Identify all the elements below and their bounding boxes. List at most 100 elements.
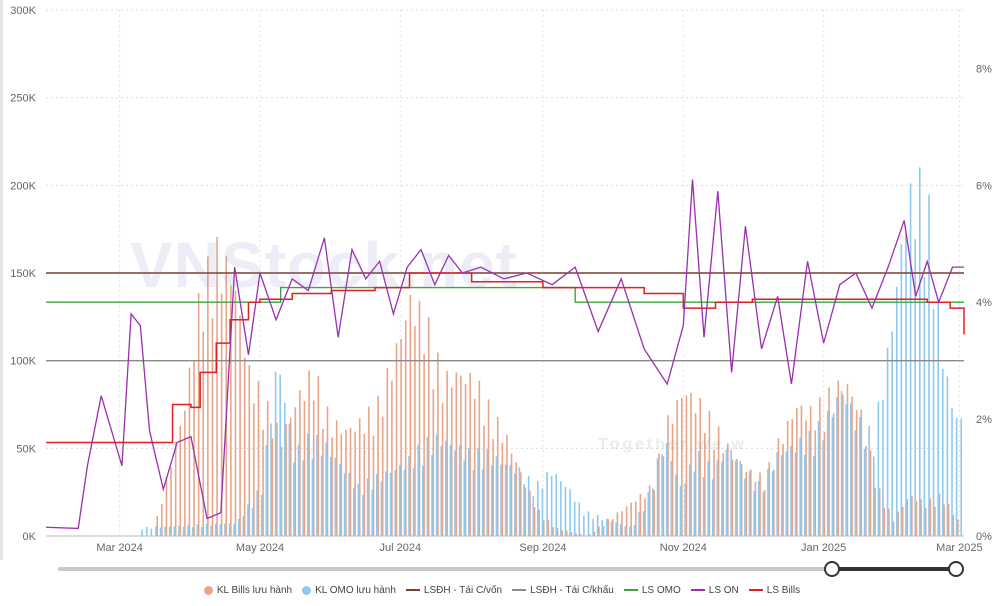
bills-volume-bar bbox=[634, 501, 637, 536]
bills-volume-bar bbox=[888, 508, 890, 536]
range-end-handle[interactable] bbox=[948, 561, 964, 577]
legend-item[interactable]: KL OMO lưu hành bbox=[302, 585, 396, 596]
omo-volume-bar bbox=[836, 396, 838, 536]
y-left-tick-label: 100K bbox=[10, 356, 36, 368]
legend-label: KL OMO lưu hành bbox=[315, 584, 396, 596]
bills-volume-bar bbox=[515, 462, 517, 536]
bills-volume-bar bbox=[667, 415, 669, 536]
omo-volume-bar bbox=[905, 232, 907, 536]
x-tick-label: Sep 2024 bbox=[519, 542, 566, 554]
omo-volume-bar bbox=[389, 472, 392, 536]
legend-label: KL Bills lưu hành bbox=[216, 584, 293, 596]
omo-volume-bar bbox=[150, 528, 153, 536]
omo-volume-bar bbox=[688, 464, 691, 536]
omo-volume-bar bbox=[357, 483, 360, 536]
bills-volume-bar bbox=[427, 317, 430, 536]
y-left-tick-label: 200K bbox=[10, 180, 36, 192]
omo-volume-bar bbox=[817, 421, 820, 536]
bills-volume-bar bbox=[266, 400, 269, 536]
omo-volume-bar bbox=[247, 504, 249, 536]
legend-item[interactable]: LSĐH - Tái C/vốn bbox=[405, 585, 502, 596]
omo-volume-bar bbox=[196, 524, 199, 536]
bills-volume-bar bbox=[828, 387, 830, 536]
time-range-selected[interactable] bbox=[830, 567, 956, 571]
bills-volume-bar bbox=[161, 504, 163, 536]
omo-volume-bar bbox=[320, 455, 323, 536]
bills-volume-bar bbox=[354, 431, 356, 536]
bills-volume-bar bbox=[220, 293, 223, 536]
bills-volume-bar bbox=[225, 256, 228, 536]
omo-volume-bar bbox=[472, 469, 475, 536]
legend-item[interactable]: LS Bills bbox=[748, 584, 801, 596]
omo-volume-bar bbox=[481, 469, 484, 536]
bills-volume-bar bbox=[658, 453, 660, 536]
legend-dot-icon bbox=[302, 585, 312, 595]
bills-volume-bar bbox=[708, 410, 711, 536]
bills-volume-bar bbox=[644, 498, 646, 536]
bills-volume-bar bbox=[773, 469, 775, 536]
bills-volume-bar bbox=[312, 400, 315, 536]
bills-volume-bar bbox=[230, 285, 232, 536]
omo-volume-bar bbox=[537, 480, 539, 536]
omo-volume-bar bbox=[592, 518, 594, 536]
bills-volume-bar bbox=[593, 531, 596, 536]
bills-volume-bar bbox=[211, 317, 214, 536]
bills-volume-bar bbox=[243, 357, 246, 536]
bills-volume-bar bbox=[377, 395, 379, 536]
bills-volume-bar bbox=[731, 459, 734, 536]
bills-volume-bar bbox=[326, 406, 329, 536]
bills-volume-bar bbox=[786, 420, 789, 536]
legend-line-icon bbox=[690, 589, 705, 591]
omo-volume-bar bbox=[928, 194, 930, 536]
omo-volume-bar bbox=[698, 450, 700, 536]
time-range-scrollbar[interactable] bbox=[58, 567, 956, 571]
bills-volume-bar bbox=[381, 416, 384, 536]
omo-volume-bar bbox=[914, 239, 916, 536]
bills-volume-bar bbox=[957, 519, 959, 536]
omo-volume-bar bbox=[730, 450, 732, 536]
y-right-tick-label: 4% bbox=[976, 297, 992, 309]
legend-item[interactable]: LSĐH - Tái C/khấu bbox=[512, 585, 614, 596]
omo-volume-bar bbox=[440, 446, 443, 536]
omo-volume-bar bbox=[260, 494, 263, 536]
omo-volume-bar bbox=[348, 472, 350, 536]
omo-volume-bar bbox=[753, 491, 755, 536]
bills-volume-bar bbox=[280, 446, 283, 536]
bills-volume-bar bbox=[363, 434, 366, 536]
omo-volume-bar bbox=[509, 465, 512, 536]
omo-volume-bar bbox=[546, 472, 548, 536]
omo-volume-bar bbox=[826, 411, 829, 536]
omo-volume-bar bbox=[265, 444, 268, 536]
legend-item[interactable]: LS ON bbox=[690, 584, 739, 596]
omo-volume-bar bbox=[362, 495, 364, 536]
bills-volume-bar bbox=[349, 427, 352, 536]
bills-volume-bar bbox=[418, 301, 421, 536]
bills-volume-bar bbox=[874, 487, 876, 536]
omo-volume-bar bbox=[578, 502, 581, 536]
omo-volume-bar bbox=[900, 244, 903, 536]
legend-item[interactable]: LS OMO bbox=[623, 584, 681, 596]
lines bbox=[45, 179, 965, 530]
bills-volume-bar bbox=[704, 432, 706, 536]
bills-volume-bar bbox=[524, 487, 527, 536]
ls-on-line bbox=[45, 179, 964, 530]
bills-volume-bar bbox=[842, 394, 844, 536]
bills-volume-bar bbox=[289, 417, 292, 536]
bills-volume-bar bbox=[529, 490, 531, 536]
bills-volume-bar bbox=[906, 499, 909, 536]
legend-label: LS Bills bbox=[766, 584, 801, 596]
legend-label: LS OMO bbox=[641, 584, 681, 596]
omo-volume-bar bbox=[403, 469, 406, 536]
omo-volume-bar bbox=[343, 473, 346, 536]
omo-volume-bar bbox=[274, 371, 277, 536]
legend-item[interactable]: KL Bills lưu hành bbox=[203, 584, 293, 596]
bills-volume-bar bbox=[441, 402, 444, 536]
bills-volume-bar bbox=[717, 426, 720, 536]
omo-volume-bar bbox=[237, 518, 240, 536]
bills-volume-bar bbox=[929, 498, 932, 536]
range-start-handle[interactable] bbox=[824, 561, 840, 577]
omo-volume-bar bbox=[560, 481, 562, 536]
bills-volume-bar bbox=[883, 507, 886, 536]
bills-volume-bar bbox=[763, 490, 766, 536]
legend-label: LS ON bbox=[708, 584, 739, 596]
